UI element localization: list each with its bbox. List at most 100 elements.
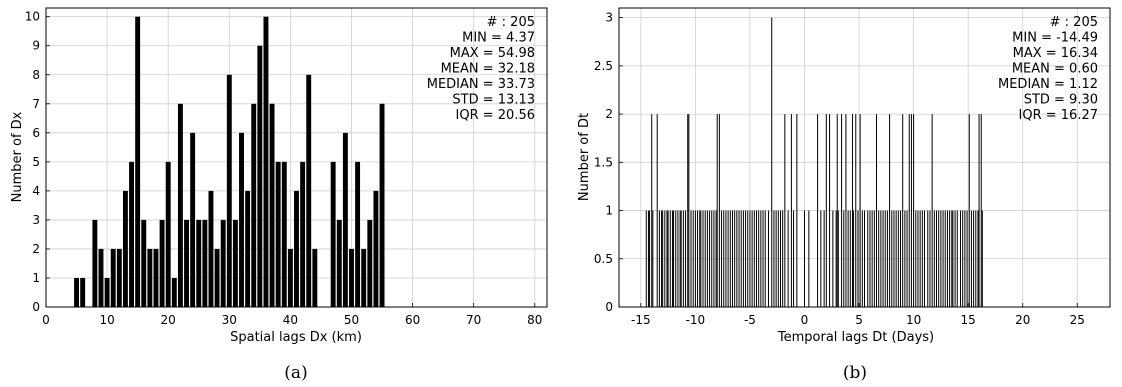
x-tick-label: 50 (344, 313, 359, 327)
x-tick-label: -10 (686, 313, 706, 327)
x-tick-label: 20 (1015, 313, 1030, 327)
bar (196, 219, 202, 307)
stat-line: MEDIAN = 33.73 (427, 77, 535, 92)
bar (92, 219, 98, 307)
bar (367, 219, 373, 307)
bar (165, 161, 171, 307)
x-tick-label: 30 (222, 313, 237, 327)
bar (269, 103, 275, 308)
x-tick-label: 0 (801, 313, 809, 327)
bar (129, 161, 134, 307)
bar (355, 161, 361, 307)
bar (98, 248, 104, 307)
y-axis-label: Number of Dt (577, 113, 592, 201)
y-tick-label: 10 (25, 10, 40, 24)
y-tick-label: 3 (605, 11, 613, 25)
stat-line: MAX = 54.98 (450, 46, 535, 61)
bar (306, 74, 312, 307)
bar (361, 248, 367, 307)
stat-line: MEAN = 32.18 (441, 62, 535, 77)
y-tick-label: 6 (32, 126, 40, 140)
bar (251, 103, 257, 308)
bar (300, 161, 306, 307)
stat-line: # : 205 (487, 15, 535, 30)
bar (147, 248, 153, 307)
bar (281, 161, 287, 307)
stat-line: MAX = 16.34 (1013, 46, 1098, 61)
bar (294, 190, 299, 307)
plot-frame (45, 7, 548, 308)
bar (74, 277, 80, 307)
stat-line: STD = 13.13 (452, 93, 535, 108)
y-tick-label: 8 (32, 68, 40, 82)
bar (177, 103, 183, 308)
bar (330, 161, 336, 307)
bar (190, 132, 196, 307)
stat-line: # : 205 (1050, 15, 1098, 30)
x-tick-label: -15 (631, 313, 651, 327)
bar (184, 219, 189, 307)
x-axis-label: Spatial lags Dx (km) (230, 330, 362, 345)
stat-line: MIN = -14.49 (1012, 31, 1098, 46)
bar (141, 219, 147, 307)
bars (74, 16, 385, 308)
x-tick-label: 70 (466, 313, 481, 327)
x-tick-label: 80 (527, 313, 542, 327)
x-tick-label: 60 (405, 313, 420, 327)
bar (159, 219, 165, 307)
x-tick-label: 10 (99, 313, 114, 327)
bar (349, 248, 354, 307)
bar (245, 190, 251, 307)
bar (135, 16, 141, 307)
bar (153, 248, 159, 307)
x-tick-labels: -15 -10 -5 0 5 10 15 20 25 (631, 303, 1085, 327)
caption: (a) (284, 363, 307, 383)
bar (80, 277, 86, 307)
bar (171, 277, 177, 307)
y-tick-label: 3 (32, 213, 40, 227)
y-tick-label: 9 (32, 39, 40, 53)
bars (645, 17, 983, 307)
y-tick-label: 0 (605, 300, 613, 314)
y-tick-label: 1.5 (594, 155, 613, 169)
bar (122, 190, 128, 307)
x-tick-label: 5 (855, 313, 863, 327)
y-tick-label: 2 (605, 107, 613, 121)
x-tick-label: 25 (1070, 313, 1085, 327)
bar (342, 132, 348, 307)
caption: (b) (843, 363, 867, 383)
stat-line: MEDIAN = 1.12 (998, 77, 1098, 92)
y-tick-label: 2 (32, 242, 40, 256)
bar (226, 74, 232, 307)
x-tick-label: 10 (906, 313, 921, 327)
y-tick-label: 1 (605, 204, 613, 218)
x-tick-label: 0 (42, 313, 50, 327)
bar (208, 190, 214, 307)
histogram-temporal-lags: -15 -10 -5 0 5 10 15 20 25 0 0.5 1 1.5 2 2.5 3 # : 205… (577, 7, 1111, 383)
plot-frame (618, 7, 1111, 308)
bar (104, 277, 110, 307)
bar (257, 45, 263, 308)
x-tick-label: 20 (161, 313, 176, 327)
bar (214, 248, 220, 307)
bar (287, 248, 293, 307)
y-tick-label: 2.5 (594, 59, 613, 73)
x-tick-label: 15 (961, 313, 976, 327)
x-tick-label: -5 (744, 313, 756, 327)
bar (263, 16, 269, 307)
bar (220, 219, 226, 307)
bar (275, 161, 281, 307)
bar (239, 132, 244, 307)
bar (312, 248, 318, 307)
stat-line: MIN = 4.37 (462, 31, 535, 46)
stat-line: MEAN = 0.60 (1012, 62, 1098, 77)
y-axis-label: Number of Dx (10, 111, 25, 202)
histogram-spatial-lags: 0 10 20 30 40 50 60 70 80 0 1 2 3 4 5 6 7 8 9 10 # : 205MI… (10, 7, 548, 383)
bar (110, 248, 116, 307)
x-tick-label: 40 (283, 313, 298, 327)
x-axis-label: Temporal lags Dt (Days) (777, 330, 934, 345)
bar (373, 190, 379, 307)
bar (202, 219, 208, 307)
